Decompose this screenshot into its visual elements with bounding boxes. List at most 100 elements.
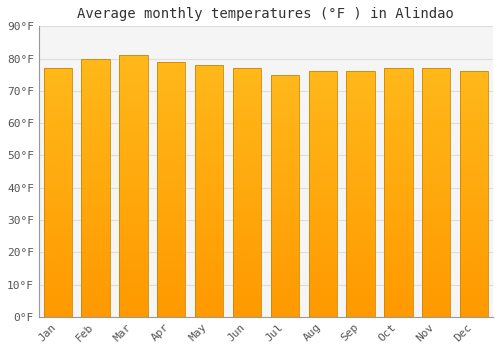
- Bar: [422, 259, 450, 263]
- Bar: [195, 111, 224, 116]
- Bar: [460, 223, 488, 227]
- Bar: [44, 159, 72, 163]
- Bar: [44, 217, 72, 222]
- Bar: [308, 219, 337, 223]
- Bar: [460, 231, 488, 235]
- Bar: [44, 292, 72, 296]
- Bar: [44, 213, 72, 217]
- Bar: [44, 296, 72, 300]
- Bar: [119, 282, 148, 286]
- Bar: [422, 267, 450, 271]
- Bar: [233, 193, 261, 197]
- Bar: [422, 102, 450, 106]
- Bar: [270, 301, 299, 305]
- Bar: [82, 201, 110, 205]
- Bar: [270, 127, 299, 131]
- Bar: [82, 188, 110, 192]
- Bar: [119, 121, 148, 125]
- Bar: [119, 125, 148, 130]
- Bar: [460, 243, 488, 247]
- Bar: [270, 288, 299, 293]
- Bar: [270, 280, 299, 285]
- Bar: [119, 155, 148, 160]
- Bar: [384, 114, 412, 118]
- Bar: [422, 296, 450, 300]
- Bar: [384, 106, 412, 110]
- Bar: [157, 138, 186, 142]
- Bar: [233, 201, 261, 205]
- Bar: [82, 244, 110, 248]
- Bar: [460, 92, 488, 96]
- Bar: [157, 92, 186, 96]
- Bar: [308, 272, 337, 276]
- Bar: [270, 224, 299, 228]
- Bar: [270, 103, 299, 107]
- Bar: [422, 80, 450, 85]
- Bar: [119, 169, 148, 173]
- Bar: [44, 251, 72, 255]
- Bar: [119, 278, 148, 282]
- Bar: [346, 235, 375, 239]
- Bar: [422, 230, 450, 234]
- Bar: [384, 72, 412, 77]
- Bar: [157, 240, 186, 245]
- Bar: [270, 160, 299, 163]
- Bar: [460, 182, 488, 186]
- Bar: [82, 222, 110, 226]
- Bar: [308, 256, 337, 260]
- Bar: [157, 304, 186, 308]
- Bar: [44, 226, 72, 230]
- Bar: [346, 256, 375, 260]
- Bar: [460, 300, 488, 304]
- Bar: [346, 120, 375, 125]
- Bar: [346, 153, 375, 158]
- Bar: [308, 178, 337, 182]
- Bar: [422, 188, 450, 193]
- Bar: [346, 112, 375, 117]
- Bar: [460, 239, 488, 243]
- Bar: [460, 84, 488, 88]
- Bar: [460, 313, 488, 317]
- Bar: [233, 213, 261, 217]
- Bar: [346, 296, 375, 300]
- Bar: [270, 204, 299, 208]
- Bar: [233, 242, 261, 246]
- Bar: [384, 251, 412, 255]
- Bar: [460, 194, 488, 198]
- Bar: [346, 186, 375, 190]
- Bar: [44, 89, 72, 93]
- Bar: [460, 210, 488, 215]
- Bar: [233, 89, 261, 93]
- Bar: [233, 126, 261, 131]
- Bar: [195, 229, 224, 233]
- Bar: [233, 139, 261, 143]
- Bar: [346, 227, 375, 231]
- Bar: [308, 84, 337, 88]
- Bar: [119, 269, 148, 273]
- Bar: [157, 198, 186, 202]
- Bar: [270, 115, 299, 119]
- Bar: [308, 161, 337, 166]
- Bar: [157, 206, 186, 211]
- Bar: [44, 97, 72, 102]
- Bar: [157, 104, 186, 108]
- Bar: [44, 188, 72, 193]
- Bar: [233, 106, 261, 110]
- Bar: [308, 264, 337, 268]
- Bar: [195, 296, 224, 300]
- Bar: [270, 297, 299, 301]
- Bar: [308, 129, 337, 133]
- Bar: [195, 136, 224, 141]
- Bar: [82, 235, 110, 239]
- Bar: [270, 264, 299, 268]
- Bar: [346, 76, 375, 80]
- Bar: [270, 163, 299, 168]
- Bar: [384, 267, 412, 271]
- Bar: [384, 242, 412, 246]
- Bar: [270, 83, 299, 87]
- Bar: [157, 117, 186, 121]
- Bar: [308, 133, 337, 137]
- Bar: [460, 174, 488, 178]
- Bar: [422, 114, 450, 118]
- Bar: [119, 199, 148, 203]
